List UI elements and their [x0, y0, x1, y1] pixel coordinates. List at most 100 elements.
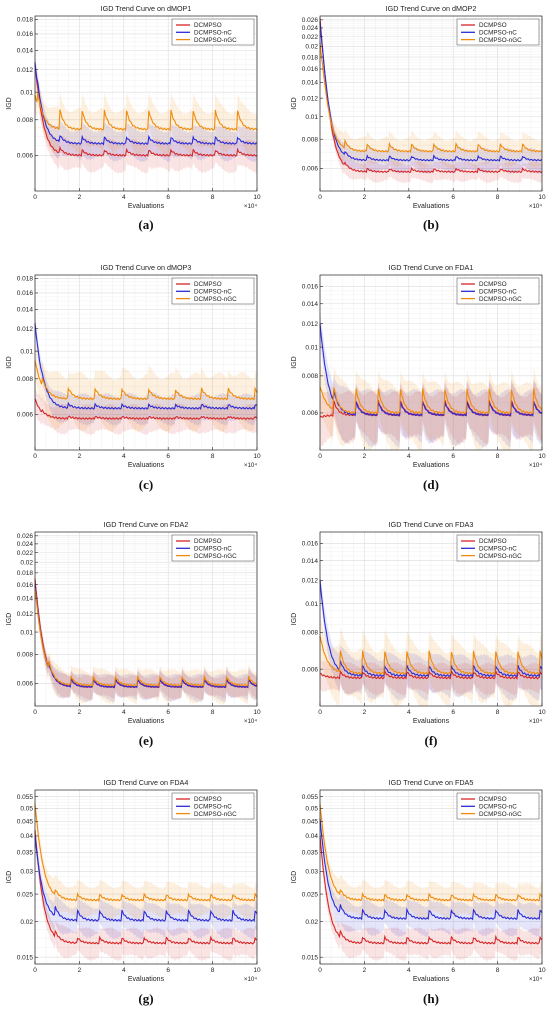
y-tick-label: 0.014 — [302, 558, 319, 565]
chart-panel-5: 0 2 4 6 8 10 0.006 0.008 0.01 0.012 0.014 0.016 0.01… — [6, 520, 261, 748]
axes-frame — [319, 274, 543, 451]
series-band-1 — [320, 16, 542, 184]
y-tick-label: 0.01 — [20, 629, 33, 636]
legend-entry-2: DCMPSO-nC — [194, 804, 232, 811]
x-tick-label: 10 — [253, 453, 261, 460]
x-tick-label: 8 — [496, 709, 500, 716]
series-line-3 — [34, 92, 258, 132]
series-line-2 — [34, 62, 258, 146]
y-axis-label: IGD — [6, 871, 13, 883]
y-tick-label: 0.018 — [17, 276, 34, 283]
series-line-3 — [319, 41, 543, 154]
panel-caption: (g) — [138, 991, 153, 1006]
x-tick-label: 8 — [496, 967, 500, 974]
series-band-3 — [35, 581, 257, 705]
y-tick-label: 0.015 — [17, 954, 34, 961]
y-tick-label: 0.055 — [17, 794, 34, 801]
legend-entry-2: DCMPSO-nC — [479, 546, 517, 553]
y-tick-label: 0.014 — [302, 80, 319, 87]
y-tick-label: 0.025 — [302, 891, 319, 898]
axes-frame — [34, 15, 258, 192]
legend-entry-1: DCMPSO — [479, 538, 507, 545]
series-band-3 — [35, 796, 257, 920]
series-line-1 — [319, 669, 543, 680]
y-axis-label: IGD — [6, 97, 13, 109]
x-tick-label: 4 — [407, 709, 411, 716]
legend-entry-2: DCMPSO-nC — [194, 30, 232, 37]
legend-entry-3: DCMPSO-nGC — [479, 553, 522, 560]
axes-frame — [319, 531, 543, 707]
chart-panel-1: 0 2 4 6 8 10 0.006 0.008 0.01 0.012 0.014 0.016 0.01… — [6, 4, 261, 232]
axes-frame — [319, 789, 543, 965]
y-tick-label: 0.012 — [302, 578, 319, 585]
axes-frame — [34, 274, 258, 451]
series-line-3 — [319, 635, 543, 676]
x-tick-label: 10 — [253, 709, 261, 716]
y-tick-label: 0.025 — [17, 891, 34, 898]
x-tick-label: 10 — [253, 967, 261, 974]
x-tick-label: 0 — [318, 194, 322, 201]
series-line-1 — [34, 398, 258, 421]
series-band-3 — [320, 796, 542, 920]
x-tick-label: 8 — [211, 453, 215, 460]
legend-entry-3: DCMPSO-nGC — [479, 296, 522, 303]
y-tick-label: 0.024 — [302, 25, 319, 32]
y-tick-label: 0.05 — [20, 806, 33, 813]
y-tick-label: 0.045 — [17, 819, 34, 826]
x-tick-label: 6 — [451, 194, 455, 201]
x-tick-label: 2 — [363, 709, 367, 716]
y-axis-label: IGD — [291, 97, 298, 109]
x-tick-label: 0 — [33, 194, 37, 201]
y-tick-label: 0.016 — [302, 541, 319, 548]
legend-box — [171, 534, 255, 562]
x-tick-label: 6 — [451, 709, 455, 716]
legend-entry-3: DCMPSO-nGC — [479, 37, 522, 44]
y-tick-label: 0.01 — [305, 601, 318, 608]
y-tick-label: 0.012 — [302, 95, 319, 102]
x-tick-label: 0 — [33, 453, 37, 460]
chart-panel-6: 0 2 4 6 8 10 0.006 0.008 0.01 0.012 0.014 0.016 IGD … — [291, 520, 546, 748]
chart-title: IGD Trend Curve on dMOP2 — [386, 4, 477, 13]
y-tick-label: 0.016 — [17, 582, 34, 589]
y-tick-label: 0.02 — [20, 559, 33, 566]
series-line-2 — [34, 584, 258, 689]
x-axis-label: Evaluations — [413, 976, 450, 983]
chart-title: IGD Trend Curve on dMOP1 — [101, 4, 192, 13]
x-tick-label: 0 — [318, 967, 322, 974]
series-band-1 — [35, 388, 257, 436]
y-tick-label: 0.04 — [305, 833, 318, 840]
chart-title: IGD Trend Curve on FDA4 — [104, 778, 189, 787]
x-axis-label: Evaluations — [413, 462, 450, 469]
chart-title: IGD Trend Curve on FDA2 — [104, 520, 189, 529]
y-tick-label: 0.03 — [305, 869, 318, 876]
x-tick-label: 6 — [166, 194, 170, 201]
series-line-2 — [319, 579, 543, 678]
legend-entry-1: DCMPSO — [479, 796, 507, 803]
x-axis-label: Evaluations — [413, 718, 450, 725]
legend-entry-1: DCMPSO — [479, 281, 507, 288]
panel-caption: (d) — [423, 477, 439, 492]
chart-panel-2: 0 2 4 6 8 10 0.006 0.008 0.01 0.012 0.014 0.016 0.01… — [291, 4, 546, 232]
axes-frame — [34, 531, 258, 707]
x-tick-label: 2 — [363, 967, 367, 974]
y-tick-label: 0.018 — [17, 17, 34, 24]
y-tick-label: 0.008 — [302, 136, 319, 143]
y-tick-label: 0.006 — [17, 681, 34, 688]
x-tick-label: 0 — [33, 967, 37, 974]
x-tick-label: 4 — [407, 967, 411, 974]
y-tick-label: 0.008 — [17, 117, 34, 124]
y-tick-label: 0.006 — [302, 666, 319, 673]
y-tick-label: 0.018 — [17, 570, 34, 577]
y-tick-label: 0.012 — [17, 326, 34, 333]
x-axis-exponent: ×10⁴ — [529, 203, 542, 210]
x-axis-exponent: ×10⁴ — [244, 718, 257, 725]
y-tick-label: 0.008 — [17, 652, 34, 659]
x-tick-label: 0 — [318, 453, 322, 460]
series-line-2 — [319, 818, 543, 921]
y-tick-label: 0.05 — [305, 806, 318, 813]
y-tick-label: 0.006 — [302, 166, 319, 173]
axes-frame — [319, 15, 543, 192]
y-tick-label: 0.016 — [17, 31, 34, 38]
series-band-3 — [320, 36, 542, 169]
x-tick-label: 6 — [451, 967, 455, 974]
